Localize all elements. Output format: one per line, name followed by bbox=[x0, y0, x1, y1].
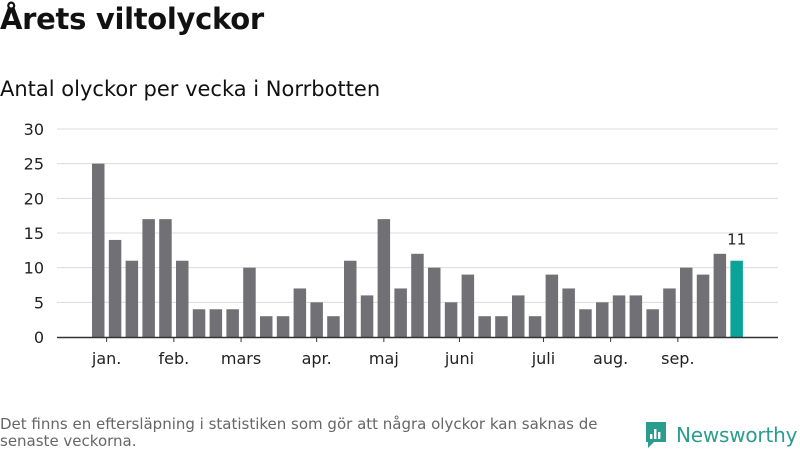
bar bbox=[663, 288, 676, 337]
bar bbox=[360, 295, 374, 337]
x-tick-label: sep. bbox=[661, 349, 694, 368]
y-tick-label: 15 bbox=[24, 224, 44, 243]
bar bbox=[377, 219, 391, 337]
x-tick-label: apr. bbox=[302, 349, 332, 368]
bar bbox=[545, 274, 559, 337]
bar bbox=[629, 295, 643, 337]
bar bbox=[528, 316, 542, 337]
y-tick-label: 25 bbox=[24, 155, 44, 174]
brand-name: Newsworthy bbox=[676, 423, 798, 447]
bar bbox=[680, 267, 693, 337]
bar bbox=[646, 309, 659, 337]
bar bbox=[612, 295, 626, 337]
bar-highlight bbox=[730, 260, 743, 337]
bar bbox=[696, 274, 710, 337]
bar bbox=[495, 316, 508, 337]
newsworthy-logo-icon bbox=[646, 422, 666, 448]
x-tick-label: aug. bbox=[593, 349, 628, 368]
bar bbox=[394, 288, 407, 337]
y-tick-label: 20 bbox=[24, 189, 44, 208]
bar bbox=[327, 316, 340, 337]
bar bbox=[209, 309, 223, 337]
y-tick-label: 30 bbox=[24, 120, 44, 139]
bar bbox=[461, 274, 475, 337]
x-tick-label: juli bbox=[531, 349, 555, 368]
x-tick-label: maj bbox=[369, 349, 399, 368]
y-tick-label: 5 bbox=[34, 293, 44, 312]
bar bbox=[176, 260, 189, 337]
y-tick-label: 10 bbox=[24, 259, 44, 278]
bar bbox=[310, 302, 323, 337]
bar bbox=[159, 219, 172, 337]
footnote: Det finns en eftersläpning i statistiken… bbox=[0, 415, 598, 450]
data-label: 11 bbox=[727, 231, 746, 249]
x-tick-label: feb. bbox=[158, 349, 189, 368]
bar bbox=[243, 267, 256, 337]
bar bbox=[260, 316, 273, 337]
bar bbox=[108, 239, 122, 337]
x-tick-label: mars bbox=[221, 349, 261, 368]
y-tick-label: 0 bbox=[34, 328, 44, 347]
bar bbox=[478, 316, 491, 337]
bar bbox=[293, 288, 307, 337]
bar bbox=[562, 288, 575, 337]
bar bbox=[596, 302, 609, 337]
bar bbox=[713, 253, 727, 337]
bar bbox=[192, 309, 206, 337]
bar bbox=[428, 267, 441, 337]
x-tick-label: juni bbox=[444, 349, 474, 368]
brand-logo[interactable]: Newsworthy bbox=[644, 420, 797, 450]
chart-title: Årets viltolyckor bbox=[0, 2, 264, 36]
bar bbox=[344, 260, 357, 337]
bar bbox=[125, 260, 139, 337]
bar bbox=[142, 219, 155, 337]
bar bbox=[444, 302, 458, 337]
chart-subtitle: Antal olyckor per vecka i Norrbotten bbox=[0, 77, 381, 101]
bar-chart: 0 5 10 15 20 25 30 11 jan. feb. mars apr. maj juni jul… bbox=[24, 120, 778, 368]
bar bbox=[512, 295, 525, 337]
bar bbox=[276, 316, 290, 337]
bar bbox=[579, 309, 592, 337]
bar bbox=[92, 163, 105, 337]
x-tick-label: jan. bbox=[91, 349, 121, 368]
bar bbox=[226, 309, 239, 337]
bar bbox=[411, 253, 424, 337]
